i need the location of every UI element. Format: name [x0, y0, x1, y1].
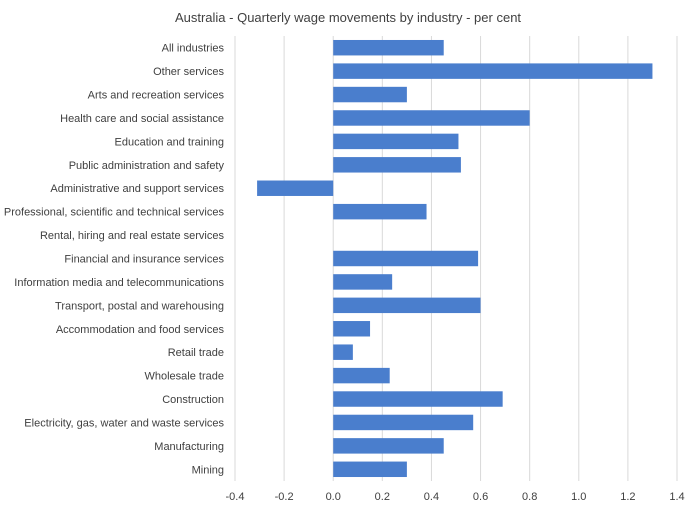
category-label: All industries: [162, 43, 225, 55]
category-label: Financial and insurance services: [64, 254, 224, 266]
bar: [333, 344, 353, 360]
category-label: Accommodation and food services: [56, 324, 225, 336]
bar: [333, 414, 474, 431]
bar: [333, 367, 390, 384]
bars: [257, 39, 653, 478]
bar: [333, 203, 427, 220]
bar: [333, 438, 444, 454]
x-tick-label: 0.8: [522, 491, 537, 503]
category-label: Other services: [153, 66, 224, 78]
category-label: Retail trade: [168, 347, 224, 359]
bar: [333, 297, 481, 314]
bar: [333, 274, 393, 290]
x-tick-label: 1.2: [620, 491, 635, 503]
bar: [333, 39, 444, 56]
bar: [333, 391, 503, 407]
x-tick-label: 0.2: [375, 491, 390, 503]
x-tick-label: 0.0: [326, 491, 341, 503]
x-tick-label: 1.0: [571, 491, 586, 503]
x-tick-label: -0.2: [275, 491, 294, 503]
bar: [333, 63, 653, 79]
bar: [333, 86, 407, 103]
category-label: Education and training: [115, 136, 224, 148]
category-label: Transport, postal and warehousing: [55, 300, 224, 312]
category-label: Arts and recreation services: [88, 90, 225, 102]
category-label: Public administration and safety: [69, 160, 225, 172]
bar: [333, 110, 530, 126]
x-tick-labels: -0.4 -0.2 0.0 0.2 0.4 0.6 0.8 1.0 1.2 1.4: [226, 491, 685, 503]
category-label: Construction: [162, 394, 224, 406]
category-label: Information media and telecommunications: [14, 277, 224, 289]
category-label: Manufacturing: [154, 441, 224, 453]
bar: [333, 133, 459, 150]
category-label: Health care and social assistance: [60, 113, 224, 125]
bar: [257, 180, 334, 196]
x-tick-label: 1.4: [669, 491, 684, 503]
category-label: Professional, scientific and technical s…: [4, 207, 225, 219]
x-tick-label: 0.6: [473, 491, 488, 503]
x-tick-label: -0.4: [226, 491, 245, 503]
bar: [333, 157, 461, 173]
bar: [333, 321, 371, 337]
chart-title: Australia - Quarterly wage movements by …: [175, 10, 521, 25]
category-label: Mining: [192, 464, 224, 476]
x-tick-label: 0.4: [424, 491, 439, 503]
category-label: Wholesale trade: [145, 371, 225, 383]
category-label: Administrative and support services: [50, 183, 224, 195]
category-label: Electricity, gas, water and waste servic…: [24, 417, 224, 429]
bar: [333, 250, 479, 267]
bar: [333, 461, 407, 478]
category-label: Rental, hiring and real estate services: [40, 230, 225, 242]
category-labels: All industries Other services Arts and rec…: [4, 43, 225, 477]
